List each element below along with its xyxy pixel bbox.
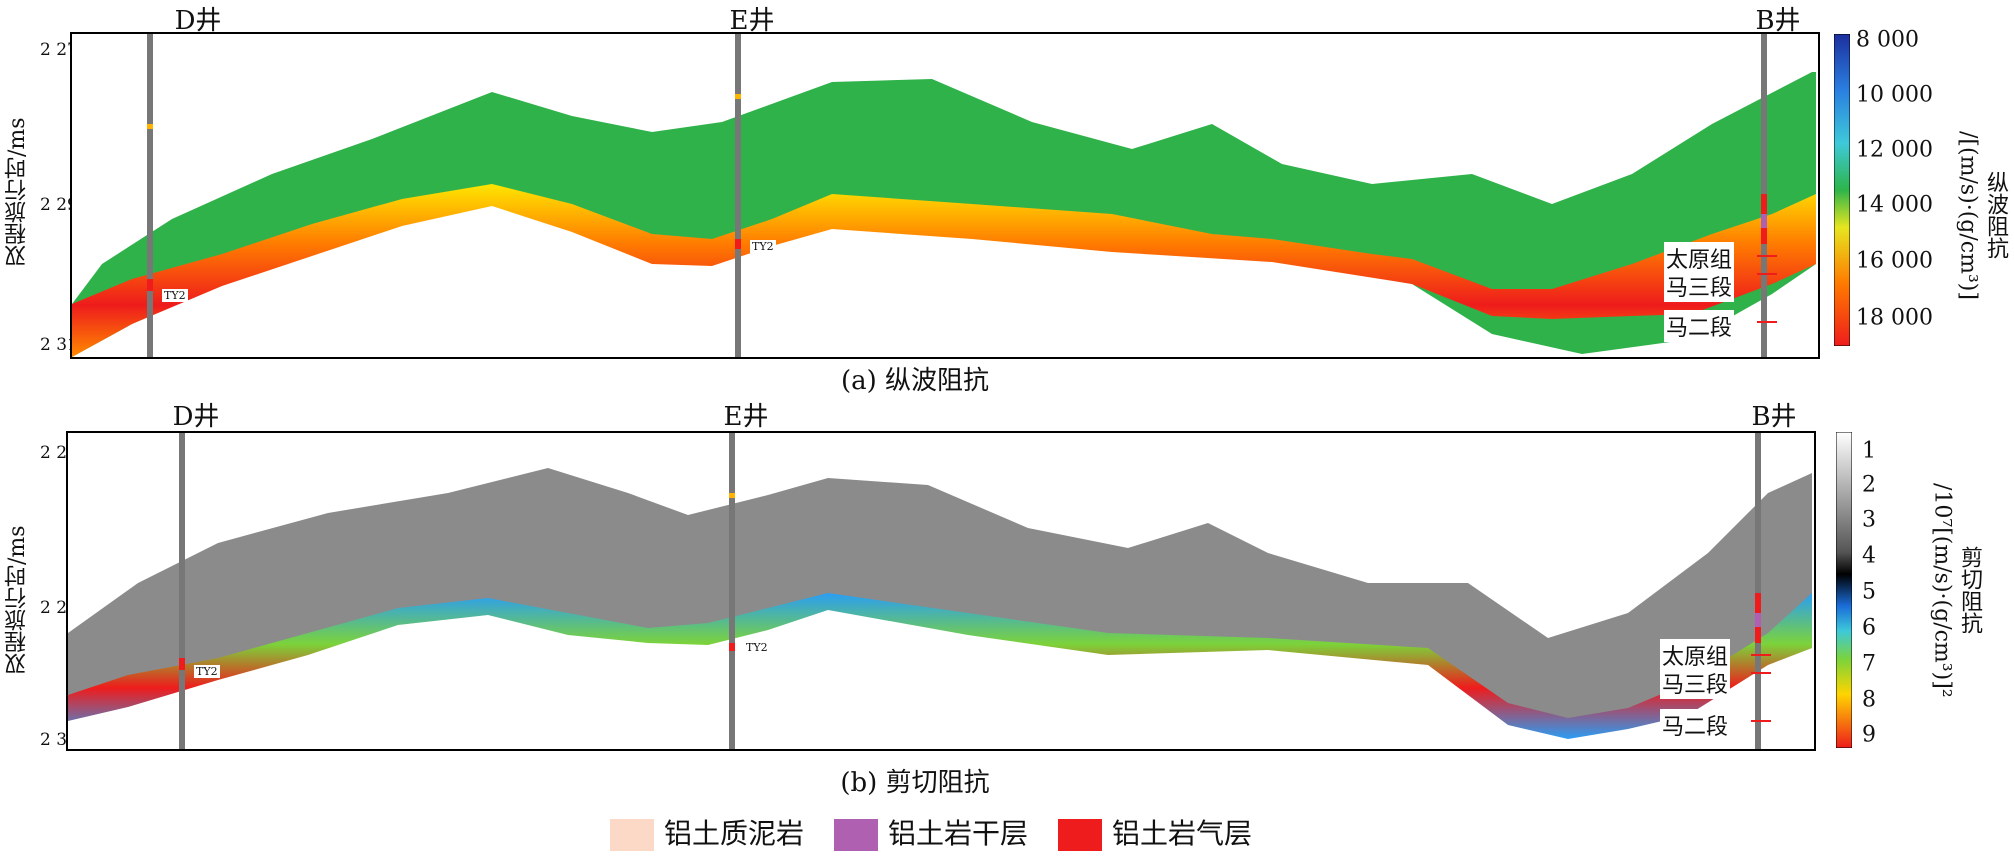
impedance-body bbox=[68, 468, 1812, 738]
well-tag: TY2 bbox=[744, 641, 770, 654]
colorbar-a bbox=[1833, 33, 1851, 347]
horizon-label: 马二段 bbox=[1660, 709, 1731, 741]
colorbar-a-wrap bbox=[1833, 33, 1851, 350]
well-label-d: D井 bbox=[172, 402, 220, 432]
colorbar-tick: 1 bbox=[1862, 438, 1876, 464]
colorbar-tick: 3 bbox=[1862, 507, 1876, 533]
colorbar-title-line1: 纵波阻抗 bbox=[1983, 171, 2008, 259]
well-marker bbox=[147, 124, 153, 129]
y-axis-title: 双程旅行时/ms bbox=[5, 525, 30, 675]
legend-label: 铝土质泥岩 bbox=[664, 817, 805, 850]
well-label-e: E井 bbox=[729, 6, 775, 36]
well-marker bbox=[729, 493, 735, 498]
colorbar-b-wrap bbox=[1835, 431, 1853, 752]
colorbar-tick: 16 000 bbox=[1856, 248, 1933, 274]
caption-b: (b) 剪切阻抗 bbox=[840, 768, 990, 798]
colorbar-tick: 6 bbox=[1862, 615, 1876, 641]
well-marker bbox=[147, 279, 153, 291]
colorbar-tick: 18 000 bbox=[1856, 305, 1933, 331]
colorbar-tick: 5 bbox=[1862, 579, 1876, 605]
well-label-b: B井 bbox=[1755, 6, 1801, 36]
well-marker bbox=[1761, 214, 1767, 228]
well-marker bbox=[735, 94, 741, 99]
model-panel-a bbox=[72, 34, 1816, 357]
swatch bbox=[1058, 818, 1103, 851]
legend-item: 铝土岩气层 bbox=[1058, 812, 1252, 853]
colorbar-title: 纵波阻抗/[(m/s)·(g/cm³)] bbox=[1954, 80, 2009, 350]
well-marker bbox=[735, 239, 741, 249]
y-axis-title: 双程旅行时/ms bbox=[5, 117, 30, 267]
horizon-label: 太原组 bbox=[1664, 242, 1735, 274]
model-panel-b bbox=[68, 433, 1812, 749]
horizon-label: 太原组 bbox=[1660, 639, 1731, 671]
colorbar-tick: 2 bbox=[1862, 472, 1876, 498]
colorbar-tick: 14 000 bbox=[1856, 192, 1933, 218]
colorbar-tick: 8 bbox=[1862, 687, 1876, 713]
well-tag: TY2 bbox=[194, 665, 220, 678]
horizon-label: 马三段 bbox=[1660, 667, 1731, 699]
legend: 铝土质泥岩 铝土岩干层 铝土岩气层 bbox=[610, 812, 1252, 853]
colorbar-title: 剪切阻抗/10⁷[(m/s)·(g/cm³)]² bbox=[1928, 430, 1983, 750]
colorbar-b bbox=[1835, 431, 1853, 749]
colorbar-tick: 7 bbox=[1862, 651, 1876, 677]
legend-label: 铝土岩气层 bbox=[1112, 817, 1253, 850]
caption-a: (a) 纵波阻抗 bbox=[840, 366, 990, 396]
impedance-section-a: TY2 TY2 太原组 马三段 马二段 bbox=[70, 32, 1820, 359]
well-marker bbox=[1755, 613, 1761, 627]
well-tag: TY2 bbox=[750, 240, 776, 253]
well-label-e: E井 bbox=[723, 402, 769, 432]
colorbar-tick: 12 000 bbox=[1856, 137, 1933, 163]
swatch bbox=[834, 818, 879, 851]
impedance-section-b: TY2 TY2 太原组 马三段 马二段 bbox=[66, 431, 1816, 751]
well-label-d: D井 bbox=[174, 6, 222, 36]
horizon-label: 马三段 bbox=[1664, 270, 1735, 302]
colorbar-tick: 8 000 bbox=[1856, 27, 1919, 53]
colorbar-tick: 10 000 bbox=[1856, 82, 1933, 108]
well-tag: TY2 bbox=[162, 289, 188, 302]
colorbar-tick: 9 bbox=[1862, 722, 1876, 748]
legend-label: 铝土岩干层 bbox=[888, 817, 1029, 850]
well-marker bbox=[729, 643, 735, 651]
well-marker bbox=[179, 658, 185, 670]
swatch bbox=[610, 818, 654, 851]
colorbar-title-line1: 剪切阻抗 bbox=[1957, 546, 1982, 634]
horizon-label: 马二段 bbox=[1664, 310, 1735, 342]
colorbar-tick: 4 bbox=[1862, 543, 1876, 569]
legend-item: 铝土岩干层 bbox=[834, 812, 1028, 853]
high-impedance-layer bbox=[72, 184, 1816, 357]
legend-item: 铝土质泥岩 bbox=[610, 812, 804, 853]
high-impedance-layer bbox=[68, 593, 1812, 739]
colorbar-title-line2: /10⁷[(m/s)·(g/cm³)]² bbox=[1929, 482, 1955, 698]
well-label-b: B井 bbox=[1751, 402, 1797, 432]
colorbar-title-line2: /[(m/s)·(g/cm³)] bbox=[1955, 130, 1981, 300]
